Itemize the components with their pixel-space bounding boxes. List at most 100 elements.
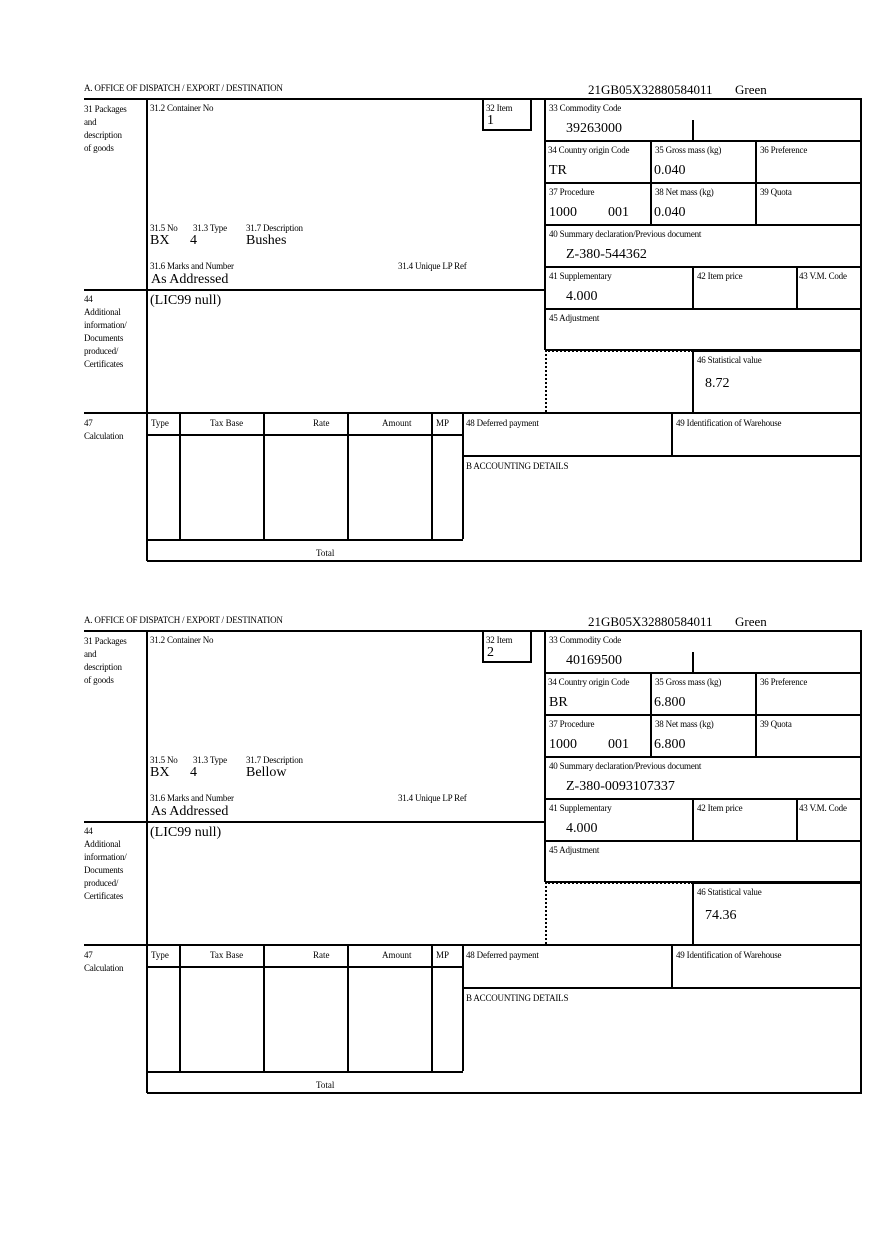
quota-label: 39 Quota xyxy=(760,719,792,729)
summary-declaration-value: Z-380-544362 xyxy=(566,247,647,262)
package-type-value: 4 xyxy=(190,765,197,780)
procedure-value: 1000 xyxy=(549,205,577,220)
marks-label: 31.6 Marks and Number xyxy=(150,793,234,803)
container-no-label: 31.2 Container No xyxy=(150,103,214,113)
country-origin-label: 34 Country origin Code xyxy=(548,145,630,155)
item-number: 2 xyxy=(487,645,494,660)
preference-label: 36 Preference xyxy=(760,677,808,687)
warehouse-label: 49 Identification of Warehouse xyxy=(676,418,782,428)
unique-lp-ref-label: 31.4 Unique LP Ref xyxy=(398,793,467,803)
net-mass-value: 6.800 xyxy=(654,737,686,752)
amount-header: Amount xyxy=(382,418,412,428)
marks-value: As Addressed xyxy=(151,804,229,819)
rate-header: Rate xyxy=(313,418,330,428)
marks-value: As Addressed xyxy=(151,272,229,287)
statistical-value: 8.72 xyxy=(705,376,730,391)
item-label: 32 Item xyxy=(486,103,513,113)
package-no-label: 31.5 No xyxy=(150,755,178,765)
gross-mass-value: 6.800 xyxy=(654,695,686,710)
country-origin-label: 34 Country origin Code xyxy=(548,677,630,687)
gross-mass-label: 35 Gross mass (kg) xyxy=(655,677,722,687)
declaration-item-form: A. OFFICE OF DISPATCH / EXPORT / DESTINA… xyxy=(0,79,882,579)
office-heading: A. OFFICE OF DISPATCH / EXPORT / DESTINA… xyxy=(84,615,283,625)
net-mass-label: 38 Net mass (kg) xyxy=(655,719,714,729)
package-no-label: 31.5 No xyxy=(150,223,178,233)
package-no-value: BX xyxy=(150,233,170,248)
summary-declaration-label: 40 Summary declaration/Previous document xyxy=(549,761,702,771)
item-price-label: 42 Item price xyxy=(697,271,743,281)
item-box: 32 Item 2 xyxy=(482,630,532,663)
commodity-code-value: 39263000 xyxy=(566,121,622,136)
item-price-label: 42 Item price xyxy=(697,803,743,813)
net-mass-value: 0.040 xyxy=(654,205,686,220)
package-type-label: 31.3 Type xyxy=(193,223,227,233)
commodity-code-label: 33 Commodity Code xyxy=(549,635,622,645)
deferred-payment-label: 48 Deferred payment xyxy=(466,950,539,960)
statistical-value-label: 46 Statistical value xyxy=(697,887,762,897)
package-type-value: 4 xyxy=(190,233,197,248)
declaration-reference: 21GB05X32880584011 xyxy=(588,82,713,97)
statistical-value: 74.36 xyxy=(705,908,737,923)
calc-type-header: Type xyxy=(151,950,169,960)
vm-code-label: 43 V.M. Code xyxy=(799,271,847,281)
package-type-label: 31.3 Type xyxy=(193,755,227,765)
office-heading: A. OFFICE OF DISPATCH / EXPORT / DESTINA… xyxy=(84,83,283,93)
net-mass-label: 38 Net mass (kg) xyxy=(655,187,714,197)
procedure-additional-value: 001 xyxy=(608,205,629,220)
calculation-label: 47 Calculation xyxy=(84,418,124,441)
declaration-item-form: A. OFFICE OF DISPATCH / EXPORT / DESTINA… xyxy=(0,611,882,1111)
rate-header: Rate xyxy=(313,950,330,960)
commodity-code-value: 40169500 xyxy=(566,653,622,668)
additional-info-label: 44 Additional information/ Documents pro… xyxy=(84,294,127,369)
packages-label: 31 Packages and description of goods xyxy=(84,636,127,685)
country-origin-value: BR xyxy=(549,695,568,710)
adjustment-label: 45 Adjustment xyxy=(549,845,600,855)
preference-label: 36 Preference xyxy=(760,145,808,155)
total-label: Total xyxy=(316,1080,335,1090)
amount-header: Amount xyxy=(382,950,412,960)
procedure-value: 1000 xyxy=(549,737,577,752)
additional-info-label: 44 Additional information/ Documents pro… xyxy=(84,826,127,901)
deferred-payment-label: 48 Deferred payment xyxy=(466,418,539,428)
vm-code-label: 43 V.M. Code xyxy=(799,803,847,813)
quota-label: 39 Quota xyxy=(760,187,792,197)
mp-header: MP xyxy=(436,418,450,428)
route-status: Green xyxy=(735,82,767,97)
calculation-label: 47 Calculation xyxy=(84,950,124,973)
item-number: 1 xyxy=(487,113,494,128)
procedure-label: 37 Procedure xyxy=(549,719,595,729)
additional-info-value: (LIC99 null) xyxy=(150,825,222,840)
procedure-label: 37 Procedure xyxy=(549,187,595,197)
summary-declaration-value: Z-380-0093107337 xyxy=(566,779,675,794)
calc-type-header: Type xyxy=(151,418,169,428)
total-label: Total xyxy=(316,548,335,558)
tax-base-header: Tax Base xyxy=(210,950,244,960)
supplementary-label: 41 Supplementary xyxy=(549,271,612,281)
country-origin-value: TR xyxy=(549,163,567,178)
procedure-additional-value: 001 xyxy=(608,737,629,752)
accounting-details-label: B ACCOUNTING DETAILS xyxy=(466,993,569,1003)
accounting-details-label: B ACCOUNTING DETAILS xyxy=(466,461,569,471)
gross-mass-value: 0.040 xyxy=(654,163,686,178)
description-label: 31.7 Description xyxy=(246,755,303,765)
description-label: 31.7 Description xyxy=(246,223,303,233)
description-value: Bushes xyxy=(246,233,287,248)
item-label: 32 Item xyxy=(486,635,513,645)
description-value: Bellow xyxy=(246,765,287,780)
statistical-value-label: 46 Statistical value xyxy=(697,355,762,365)
warehouse-label: 49 Identification of Warehouse xyxy=(676,950,782,960)
supplementary-value: 4.000 xyxy=(566,821,598,836)
supplementary-value: 4.000 xyxy=(566,289,598,304)
summary-declaration-label: 40 Summary declaration/Previous document xyxy=(549,229,702,239)
package-no-value: BX xyxy=(150,765,170,780)
container-no-label: 31.2 Container No xyxy=(150,635,214,645)
unique-lp-ref-label: 31.4 Unique LP Ref xyxy=(398,261,467,271)
adjustment-label: 45 Adjustment xyxy=(549,313,600,323)
packages-label: 31 Packages and description of goods xyxy=(84,104,127,153)
additional-info-value: (LIC99 null) xyxy=(150,293,222,308)
route-status: Green xyxy=(735,614,767,629)
supplementary-label: 41 Supplementary xyxy=(549,803,612,813)
mp-header: MP xyxy=(436,950,450,960)
gross-mass-label: 35 Gross mass (kg) xyxy=(655,145,722,155)
tax-base-header: Tax Base xyxy=(210,418,244,428)
